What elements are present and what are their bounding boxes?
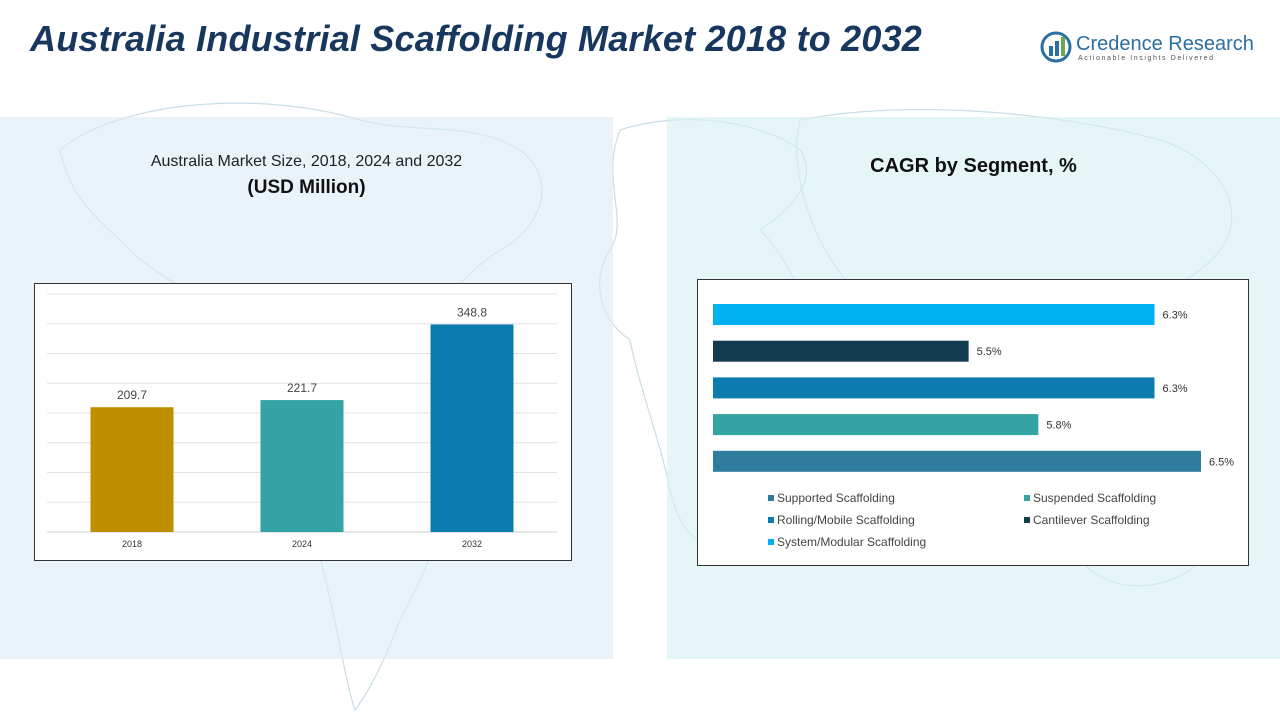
legend-label: Rolling/Mobile Scaffolding xyxy=(777,513,915,527)
logo-name: Credence Research xyxy=(1076,33,1254,55)
bar-2018 xyxy=(90,407,174,532)
market-size-chart-title: Australia Market Size, 2018, 2024 and 20… xyxy=(150,153,463,170)
bar-2032 xyxy=(430,324,514,532)
bar-value-label: 348.8 xyxy=(457,305,487,319)
hbar-value-label: 6.5% xyxy=(1209,456,1234,468)
legend-label: Suspended Scaffolding xyxy=(1033,491,1156,505)
legend-swatch xyxy=(1024,517,1030,523)
hbar-value-label: 6.3% xyxy=(1163,310,1188,322)
market-size-panel: Australia Market Size, 2018, 2024 and 20… xyxy=(0,117,613,659)
market-size-bar-chart: 209.7 2018 221.7 2024 348.8 2032 xyxy=(47,293,557,549)
legend-swatch xyxy=(1024,495,1030,501)
logo-tagline: Actionable Insights Delivered xyxy=(1078,55,1215,62)
page-title: Australia Industrial Scaffolding Market … xyxy=(30,18,923,59)
bar-value-label: 209.7 xyxy=(117,388,147,402)
cagr-chart-title: CAGR by Segment, % xyxy=(870,155,1077,177)
bar-2024 xyxy=(260,400,344,532)
cagr-panel: CAGR by Segment, % 6.3% 5.5% 6.3% 5.8% 6.5% S… xyxy=(667,117,1280,659)
cagr-bar-chart: 6.3% 5.5% 6.3% 5.8% 6.5% Supported Scaffoldin… xyxy=(713,304,1234,549)
hbar-value-label: 5.5% xyxy=(977,346,1002,358)
bar-value-label: 221.7 xyxy=(287,381,317,395)
hbar-supported-scaffolding xyxy=(713,450,1201,472)
legend-label: System/Modular Scaffolding xyxy=(777,535,926,549)
logo-mark-icon xyxy=(1040,31,1072,63)
hbar-value-label: 5.8% xyxy=(1046,420,1071,432)
hbar-suspended-scaffolding xyxy=(713,414,1039,436)
x-tick-label: 2032 xyxy=(462,539,482,549)
market-size-chart-subtitle: (USD Million) xyxy=(247,177,366,198)
x-tick-label: 2018 xyxy=(122,539,142,549)
credence-research-logo: Credence Research Actionable Insights De… xyxy=(1040,30,1260,70)
x-tick-label: 2024 xyxy=(292,539,312,549)
legend-swatch xyxy=(768,539,774,545)
hbar-cantilever-scaffolding xyxy=(713,340,969,362)
market-size-chart-frame: 209.7 2018 221.7 2024 348.8 2032 xyxy=(34,283,572,561)
legend-swatch xyxy=(768,495,774,501)
legend-label: Supported Scaffolding xyxy=(777,491,895,505)
cagr-chart-frame: 6.3% 5.5% 6.3% 5.8% 6.5% Supported Scaffoldin… xyxy=(697,279,1249,566)
legend-swatch xyxy=(768,517,774,523)
legend-label: Cantilever Scaffolding xyxy=(1033,513,1150,527)
hbar-system-modular-scaffolding xyxy=(713,304,1155,325)
hbar-value-label: 6.3% xyxy=(1163,383,1188,395)
hbar-rolling-mobile-scaffolding xyxy=(713,377,1155,399)
